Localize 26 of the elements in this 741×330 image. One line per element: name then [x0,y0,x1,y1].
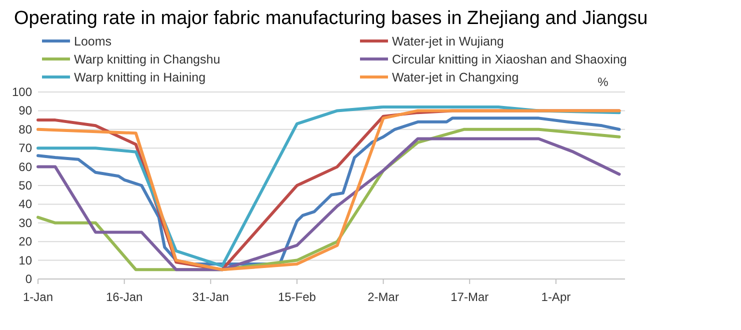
y-tick-label: 90 [18,104,32,118]
y-tick-label: 40 [18,197,32,212]
x-tick-label: 1-Jan [22,290,54,304]
chart-title: Operating rate in major fabric manufacturing bases in Zhejiang and Jiangsu [14,8,648,29]
y-tick-label: 60 [18,160,32,174]
legend-label: Looms [74,34,112,48]
y-tick-label: 10 [18,253,32,268]
x-tick-label: 16-Jan [106,290,143,304]
x-tick-label: 17-Mar [450,290,489,304]
legend-label: Water-jet in Wujiang [392,34,504,48]
x-tick-label: 1-Apr [541,290,571,304]
y-tick-label: 20 [18,234,32,249]
y-axis-title: % [598,75,609,89]
legend-label: Water-jet in Changxing [392,70,519,84]
legend-label: Circular knitting in Xiaoshan and Shaoxing [392,52,627,66]
y-tick-label: 30 [18,216,32,230]
legend-label: Warp knitting in Haining [74,70,206,84]
x-tick-label: 2-Mar [368,290,399,304]
x-tick-label: 31-Jan [192,290,229,304]
y-tick-label: 80 [18,122,32,136]
x-tick-label: 15-Feb [278,290,316,304]
y-tick-label: 50 [18,178,32,192]
y-tick-label: 0 [25,272,32,286]
y-tick-label: 70 [18,141,32,156]
y-tick-label: 100 [12,85,32,99]
legend-label: Warp knitting in Changshu [74,52,220,66]
